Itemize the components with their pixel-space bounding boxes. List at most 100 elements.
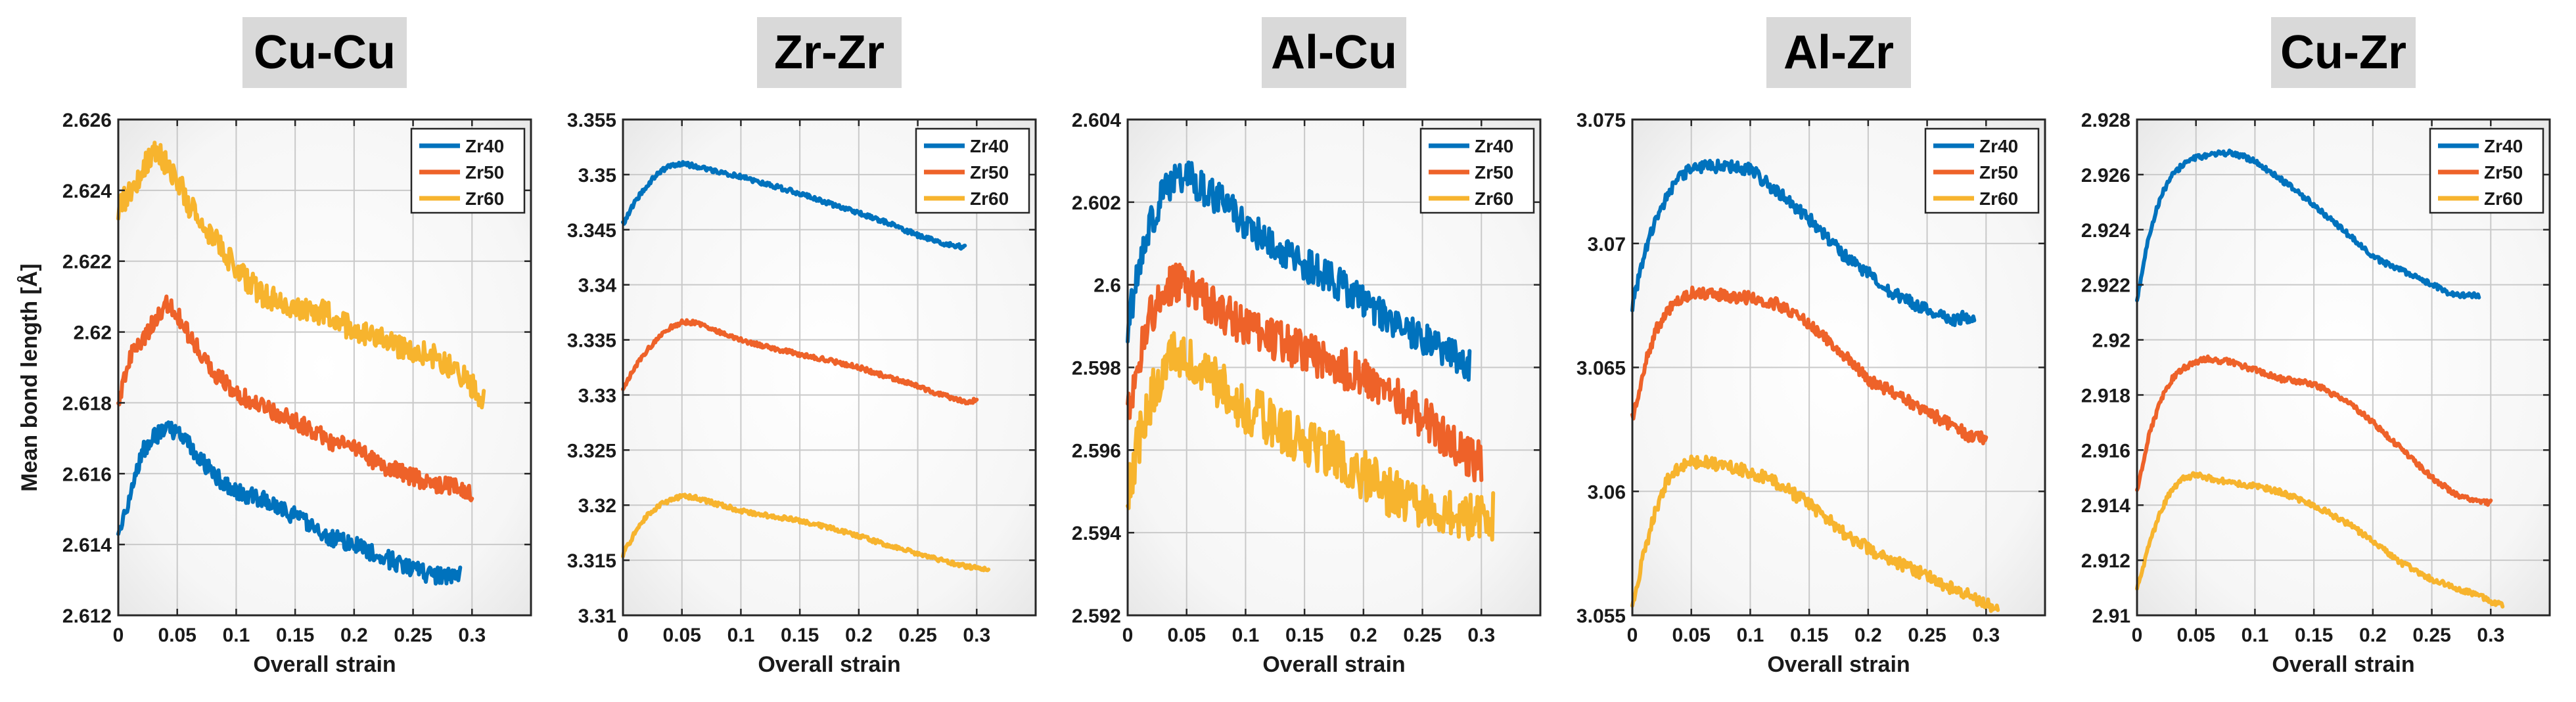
y-tick-label: 3.335	[567, 330, 616, 352]
y-tick-label: 3.06	[1588, 481, 1626, 503]
y-tick-label: 2.612	[62, 605, 112, 627]
series-line-zr50	[1630, 285, 1989, 446]
x-tick-label: 0.15	[2295, 625, 2333, 646]
title-text: Al-Zr	[1783, 26, 1894, 79]
y-tick-label: 3.34	[578, 275, 617, 297]
y-tick-label: 3.325	[567, 440, 616, 462]
series-line-zr60	[2135, 471, 2505, 609]
x-axis-label: Overall strain	[2272, 652, 2414, 677]
x-tick-label: 0.05	[1672, 625, 1711, 646]
chart-panel: 0 0.05 0.1 0.15 0.2 0.25 0.3 3.055 3.06 3.065 3.07…	[1576, 17, 2046, 677]
chart-title: Al-Cu	[1262, 17, 1406, 88]
y-tick-label: 3.075	[1576, 110, 1626, 131]
x-tick-label: 0.05	[158, 625, 196, 646]
y-tick-label: 3.32	[578, 495, 616, 517]
legend-label: Zr50	[1979, 162, 2018, 183]
legend: Zr40 Zr50 Zr60	[1924, 127, 2040, 214]
legend-label: Zr40	[465, 136, 504, 156]
title-box	[2271, 17, 2416, 88]
y-tick-label: 2.6	[1093, 275, 1121, 297]
legend-label: Zr60	[465, 188, 504, 209]
x-tick-label: 0.3	[458, 625, 486, 646]
title-box	[1262, 17, 1406, 88]
y-tick-label: 3.33	[578, 385, 616, 406]
legend: Zr40 Zr50 Zr60	[410, 127, 526, 214]
series-line-zr40	[621, 160, 967, 251]
x-tick-label: 0.15	[1285, 625, 1323, 646]
y-tick-label: 3.315	[567, 550, 616, 572]
series-line-zr40	[1630, 158, 1977, 328]
x-tick-label: 0.05	[1168, 625, 1206, 646]
legend-label: Zr50	[1475, 162, 1513, 183]
y-tick-label: 2.604	[1072, 110, 1121, 131]
x-tick-label: 0.1	[1232, 625, 1260, 646]
x-axis-label: Overall strain	[758, 652, 900, 677]
y-tick-label: 3.355	[567, 110, 616, 131]
x-tick-label: 0.25	[1403, 625, 1441, 646]
y-tick-label: 2.626	[62, 110, 112, 131]
x-tick-label: 0.05	[2177, 625, 2215, 646]
y-tick-label: 2.596	[1072, 440, 1121, 462]
y-tick-label: 2.592	[1072, 605, 1121, 627]
y-tick-label: 3.345	[567, 220, 616, 242]
x-tick-label: 0.1	[2242, 625, 2269, 646]
title-text: Cu-Cu	[254, 26, 396, 79]
y-tick-label: 2.594	[1072, 523, 1121, 544]
x-tick-label: 0.2	[340, 625, 368, 646]
axes-frame	[2136, 118, 2551, 617]
x-tick-label: 0	[2132, 625, 2143, 646]
x-tick-label: 0	[1627, 625, 1638, 646]
chart-title: Cu-Cu	[242, 17, 407, 88]
legend-label: Zr40	[1475, 136, 1513, 156]
legend: Zr40 Zr50 Zr60	[2429, 127, 2544, 214]
x-tick-label: 0.2	[1854, 625, 1882, 646]
x-tick-label: 0.25	[394, 625, 432, 646]
chart-panel: 0 0.05 0.1 0.15 0.2 0.25 0.3 2.91 2.912 2.914 2.91…	[2081, 17, 2551, 677]
chart-title: Cu-Zr	[2271, 17, 2416, 88]
x-axis-label: Overall strain	[253, 652, 396, 677]
title-text: Al-Cu	[1271, 26, 1397, 79]
x-tick-label: 0.25	[2412, 625, 2450, 646]
legend-label: Zr60	[970, 188, 1009, 209]
series-line-zr60	[1126, 331, 1496, 542]
x-tick-label: 0.1	[223, 625, 250, 646]
y-tick-label: 2.912	[2081, 550, 2130, 572]
axes-frame	[622, 118, 1037, 617]
chart-panel: 0 0.05 0.1 0.15 0.2 0.25 0.3 3.31 3.315 3.32 3.325…	[567, 17, 1037, 677]
y-tick-label: 2.618	[62, 393, 112, 414]
title-box	[757, 17, 902, 88]
x-tick-label: 0	[1122, 625, 1134, 646]
y-tick-label: 2.62	[74, 322, 112, 344]
series-line-zr50	[621, 318, 979, 406]
y-tick-label: 2.622	[62, 252, 112, 273]
series-line-zr50	[116, 294, 474, 502]
y-tick-label: 3.065	[1576, 358, 1626, 380]
x-tick-label: 0.25	[1908, 625, 1946, 646]
y-tick-label: 2.924	[2081, 220, 2130, 242]
y-tick-label: 2.614	[62, 535, 112, 556]
legend-label: Zr40	[1979, 136, 2018, 156]
y-tick-label: 3.31	[578, 605, 616, 627]
y-tick-label: 2.616	[62, 464, 112, 485]
legend-label: Zr60	[1979, 188, 2018, 209]
series-line-zr40	[1126, 160, 1472, 382]
x-tick-label: 0.2	[1350, 625, 1377, 646]
legend-label: Zr50	[465, 162, 504, 183]
axes-frame	[117, 118, 532, 617]
x-tick-label: 0.1	[1737, 625, 1764, 646]
y-tick-label: 2.624	[62, 181, 112, 202]
legend: Zr40 Zr50 Zr60	[1419, 127, 1535, 214]
series-line-zr40	[2135, 148, 2481, 303]
x-tick-label: 0.3	[1972, 625, 2000, 646]
series-line-zr60	[116, 141, 486, 410]
chart-panel: 0 0.05 0.1 0.15 0.2 0.25 0.3 2.592 2.594 2.596 2.5…	[1072, 17, 1542, 677]
series-line-zr60	[621, 493, 991, 573]
y-tick-label: 2.92	[2092, 330, 2130, 352]
series-line-zr50	[2135, 354, 2493, 507]
x-tick-label: 0.25	[898, 625, 936, 646]
y-tick-label: 2.914	[2081, 495, 2130, 517]
legend-label: Zr40	[970, 136, 1009, 156]
x-tick-label: 0.3	[1467, 625, 1495, 646]
y-tick-label: 2.928	[2081, 110, 2130, 131]
